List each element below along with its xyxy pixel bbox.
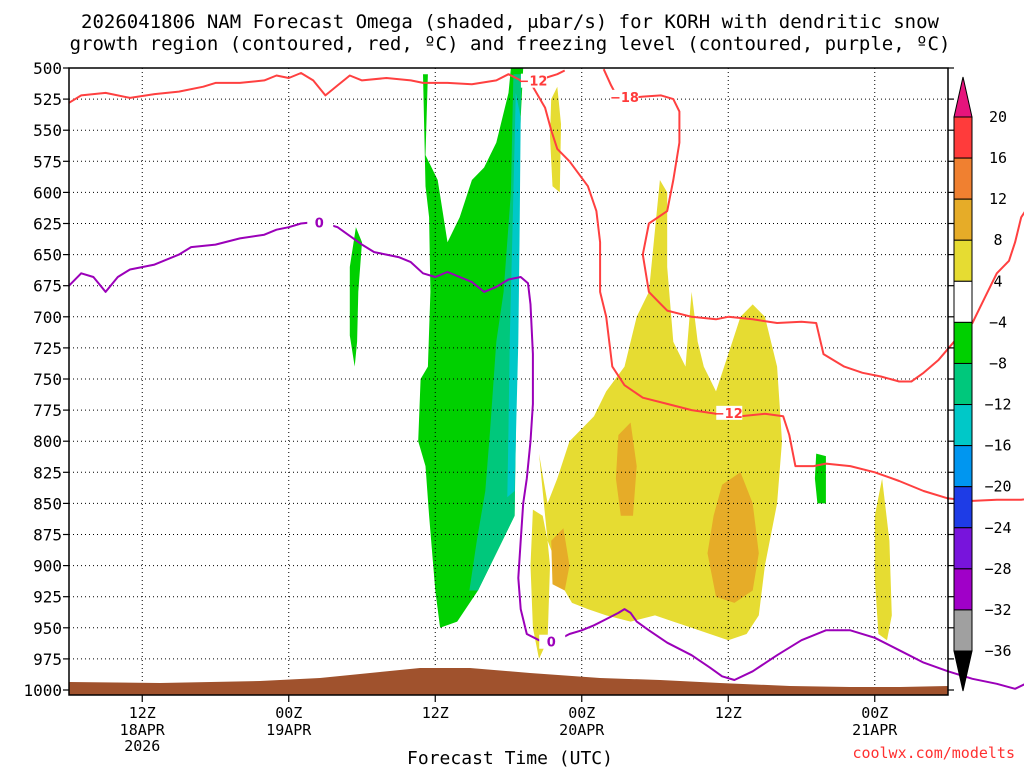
omega-region-yellow-late-streak <box>874 478 892 641</box>
y-tick-label-550: 550 <box>33 121 62 140</box>
colorbar-bin-4-8 <box>953 239 973 282</box>
y-tick-label-1000: 1000 <box>23 681 62 700</box>
colorbar-top-arrow <box>953 76 973 118</box>
colorbar-label-1: 16 <box>989 149 1007 167</box>
colorbar-label-8: −16 <box>984 437 1011 455</box>
contour-label-bg-dgz-minus12-2 <box>716 405 743 420</box>
y-tick-label-650: 650 <box>33 246 62 265</box>
x-tick-sublabel-24-0: 19APR <box>266 721 312 739</box>
omega-region-orange-low <box>551 528 570 591</box>
chart-title-line-2: growth region (contoured, red, ºC) and f… <box>70 33 951 55</box>
omega-region-orange-right <box>707 472 759 603</box>
colorbar-bin--8--4 <box>953 321 973 364</box>
colorbar-bin--28--24 <box>953 527 973 570</box>
y-tick-label-850: 850 <box>33 494 62 513</box>
x-tick-label-12: 12Z <box>129 704 156 722</box>
contour-dgz-minus12-2 <box>532 86 1024 502</box>
colorbar-bin-12-16 <box>953 157 973 200</box>
y-tick-label-950: 950 <box>33 619 62 638</box>
colorbar-label-5: −4 <box>989 313 1007 331</box>
colorbar-bin--36--32 <box>953 609 973 652</box>
colorbar-bin-16-20 <box>953 116 973 159</box>
y-tick-label-900: 900 <box>33 557 62 576</box>
colorbar-bottom-arrow <box>953 650 973 692</box>
grid <box>69 68 948 690</box>
omega-shading <box>349 68 892 659</box>
colorbar-label-4: 4 <box>993 272 1002 290</box>
contour-label-bg-freezing-level-upper <box>307 215 334 230</box>
contour-label-bg-dgz-minus18-1 <box>612 89 639 104</box>
chart-title-line-1: 2026041806 NAM Forecast Omega (shaded, μ… <box>81 11 939 33</box>
colorbar-bin--20--16 <box>953 445 973 488</box>
y-tick-label-725: 725 <box>33 339 62 358</box>
contour-label-bg-dgz-minus12-west <box>520 73 547 88</box>
ground-terrain <box>69 668 948 695</box>
y-tick-label-925: 925 <box>33 588 62 607</box>
omega-region-orange-mid <box>615 422 637 516</box>
colorbar-label-9: −20 <box>984 478 1011 496</box>
y-tick-label-825: 825 <box>33 463 62 482</box>
colorbar-label-11: −28 <box>984 560 1011 578</box>
terrain <box>69 668 948 695</box>
x-tick-sublabel-48-0: 20APR <box>559 721 605 739</box>
contour-label-dgz-minus12-west: −12 <box>518 75 547 90</box>
y-tick-label-775: 775 <box>33 401 62 420</box>
colorbar-bin--16--12 <box>953 404 973 447</box>
omega-region-yellow-top-streak <box>550 86 561 193</box>
y-tick-label-500: 500 <box>33 59 62 78</box>
x-tick-label-72: 00Z <box>861 704 888 722</box>
omega-region-cyan-core <box>507 92 521 498</box>
x-tick-label-24: 00Z <box>275 704 302 722</box>
x-tick-sublabel-12-1: 2026 <box>124 737 160 755</box>
contour-dgz-minus18-1 <box>602 68 1024 383</box>
y-tick-label-675: 675 <box>33 277 62 296</box>
y-tick-label-975: 975 <box>33 650 62 669</box>
contour-label-freezing-level-upper: 0 <box>315 217 324 232</box>
colorbar-bin--24--20 <box>953 486 973 529</box>
contour-labels: −12 −18 −12 0 0 <box>307 73 743 651</box>
colorbar-label-7: −12 <box>984 396 1011 414</box>
y-tick-label-700: 700 <box>33 308 62 327</box>
x-tick-sublabel-72-0: 21APR <box>852 721 898 739</box>
x-tick-sublabel-12-0: 18APR <box>120 721 166 739</box>
colorbar: 20 16 12 8 4 −4 −8 −12 −16 −20 −24 −28 −32 −36 <box>953 76 1012 692</box>
colorbar-label-0: 20 <box>989 108 1007 126</box>
colorbar-label-3: 8 <box>993 231 1002 249</box>
colorbar-bin--12--8 <box>953 362 973 406</box>
colorbar-label-6: −8 <box>989 354 1007 372</box>
x-axis-label: Forecast Time (UTC) <box>407 748 613 768</box>
omega-region-green-late-blob <box>814 453 826 504</box>
colorbar-label-12: −32 <box>984 601 1011 619</box>
contour-freezing-level-upper <box>68 221 534 504</box>
colorbar-label-13: −36 <box>984 642 1011 660</box>
colorbar-label-2: 12 <box>989 190 1007 208</box>
colorbar-bin--4-4 <box>953 280 973 323</box>
x-tick-label-60: 12Z <box>715 704 742 722</box>
plot-frame <box>68 67 949 696</box>
credit-link[interactable]: coolwx.com/modelts <box>852 744 1015 762</box>
y-tick-label-600: 600 <box>33 183 62 202</box>
omega-region-green-early-sliver <box>349 227 362 367</box>
x-tick-label-36: 12Z <box>422 704 449 722</box>
colorbar-bin-8-12 <box>953 198 973 241</box>
x-tick-label-48: 00Z <box>568 704 595 722</box>
colorbar-bin--32--28 <box>953 568 973 611</box>
contour-label-dgz-minus18-1: −18 <box>610 91 639 106</box>
contour-label-dgz-minus12-2: −12 <box>714 407 743 422</box>
contour-label-bg-freezing-level-lower <box>539 634 566 649</box>
y-tick-label-800: 800 <box>33 432 62 451</box>
colorbar-label-10: −24 <box>984 519 1011 537</box>
contour-dgz-minus12-west <box>68 69 566 104</box>
y-axis: 500 525 550 575 600 625 650 675 700 725 750 775 800 8… <box>23 59 954 700</box>
y-tick-label-575: 575 <box>33 152 62 171</box>
y-tick-label-750: 750 <box>33 370 62 389</box>
contour-label-freezing-level-lower: 0 <box>547 636 556 651</box>
y-tick-label-525: 525 <box>33 90 62 109</box>
y-tick-label-625: 625 <box>33 215 62 234</box>
y-tick-label-875: 875 <box>33 526 62 545</box>
